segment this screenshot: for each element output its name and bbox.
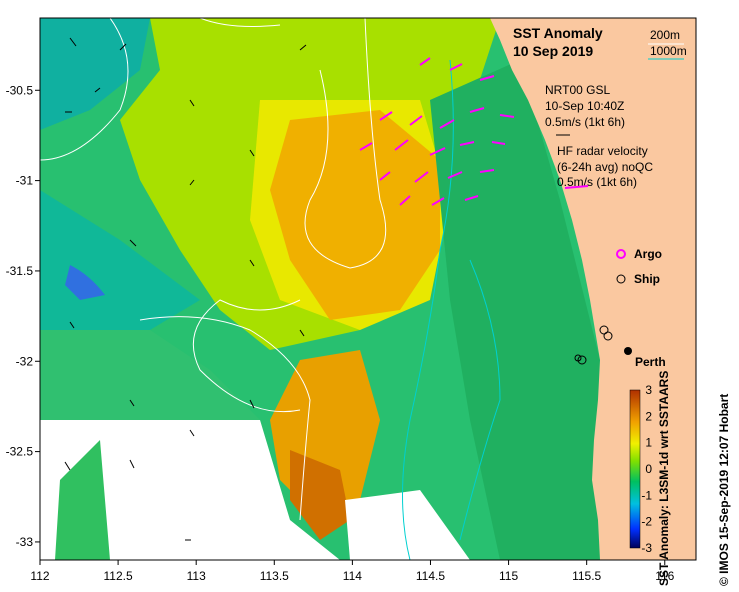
argo-marker-icon xyxy=(616,249,626,259)
credit-text: © IMOS 15-Sep-2019 12:07 Hobart xyxy=(717,394,731,586)
gsl-legend-line3: 0.5m/s (1kt 6h) xyxy=(545,115,625,129)
gsl-vectors xyxy=(64,37,307,541)
colorbar-tick-label: 3 xyxy=(645,383,652,397)
gsl-legend-line1: NRT00 GSL xyxy=(545,83,610,97)
hf-legend-line2: (6-24h avg) noQC xyxy=(557,160,653,174)
x-tick-label: 112.5 xyxy=(104,569,133,583)
x-tick-label: 113 xyxy=(187,569,206,583)
colorbar-tick-label: -1 xyxy=(641,488,652,502)
y-axis: -30.5 -31 -31.5 -32 -32.5 -33 xyxy=(6,83,40,549)
colorbar-ticks: 3 2 1 0 -1 -2 -3 xyxy=(641,383,652,555)
map-title-line2: 10 Sep 2019 xyxy=(513,43,593,59)
map-plot-area xyxy=(40,18,696,560)
x-tick-label: 113.5 xyxy=(260,569,289,583)
ship-markers xyxy=(574,325,613,365)
x-tick-label: 112 xyxy=(30,569,49,583)
isobath-1000m-label: 1000m xyxy=(650,44,687,58)
hf-scale-arrow xyxy=(564,185,589,189)
x-tick-label: 115 xyxy=(499,569,518,583)
plot-frame xyxy=(39,17,697,561)
land-mass xyxy=(490,18,696,560)
argo-label: Argo xyxy=(634,247,662,261)
gsl-legend-line2: 10-Sep 10:40Z xyxy=(545,99,624,113)
ship-marker-icon xyxy=(616,274,626,284)
hf-legend-line1: HF radar velocity xyxy=(557,144,648,158)
hf-legend-line3: 0.5m/s (1kt 6h) xyxy=(557,175,637,189)
x-tick-label: 114 xyxy=(343,569,362,583)
y-tick-label: -31 xyxy=(16,174,34,188)
colorbar-tick-label: 0 xyxy=(645,462,652,476)
x-axis: 112 112.5 113 113.5 114 114.5 115 115.5 116 xyxy=(30,560,675,583)
colorbar-tick-label: 1 xyxy=(645,436,652,450)
hf-radar-vectors xyxy=(359,57,515,206)
perth-marker xyxy=(624,347,632,355)
perth-label: Perth xyxy=(635,355,666,369)
colorbar xyxy=(629,389,641,549)
map-title-line1: SST Anomaly xyxy=(513,25,603,41)
ship-label: Ship xyxy=(634,272,660,286)
x-tick-label: 114.5 xyxy=(416,569,445,583)
y-tick-label: -33 xyxy=(16,535,34,549)
x-tick-label: 116 xyxy=(655,569,674,583)
colorbar-tick-label: -2 xyxy=(641,515,652,529)
colorbar-tick-label: 2 xyxy=(645,409,652,423)
x-tick-label: 115.5 xyxy=(572,569,601,583)
y-tick-label: -30.5 xyxy=(6,83,34,97)
y-tick-label: -32 xyxy=(16,354,34,368)
colorbar-tick-label: -3 xyxy=(641,541,652,555)
colorbar-label: SST Anomaly: L3SM-1d wrt SSTAARS xyxy=(657,371,671,586)
isobath-200m-label: 200m xyxy=(650,28,680,42)
y-tick-label: -31.5 xyxy=(6,264,34,278)
y-tick-label: -32.5 xyxy=(6,445,34,459)
